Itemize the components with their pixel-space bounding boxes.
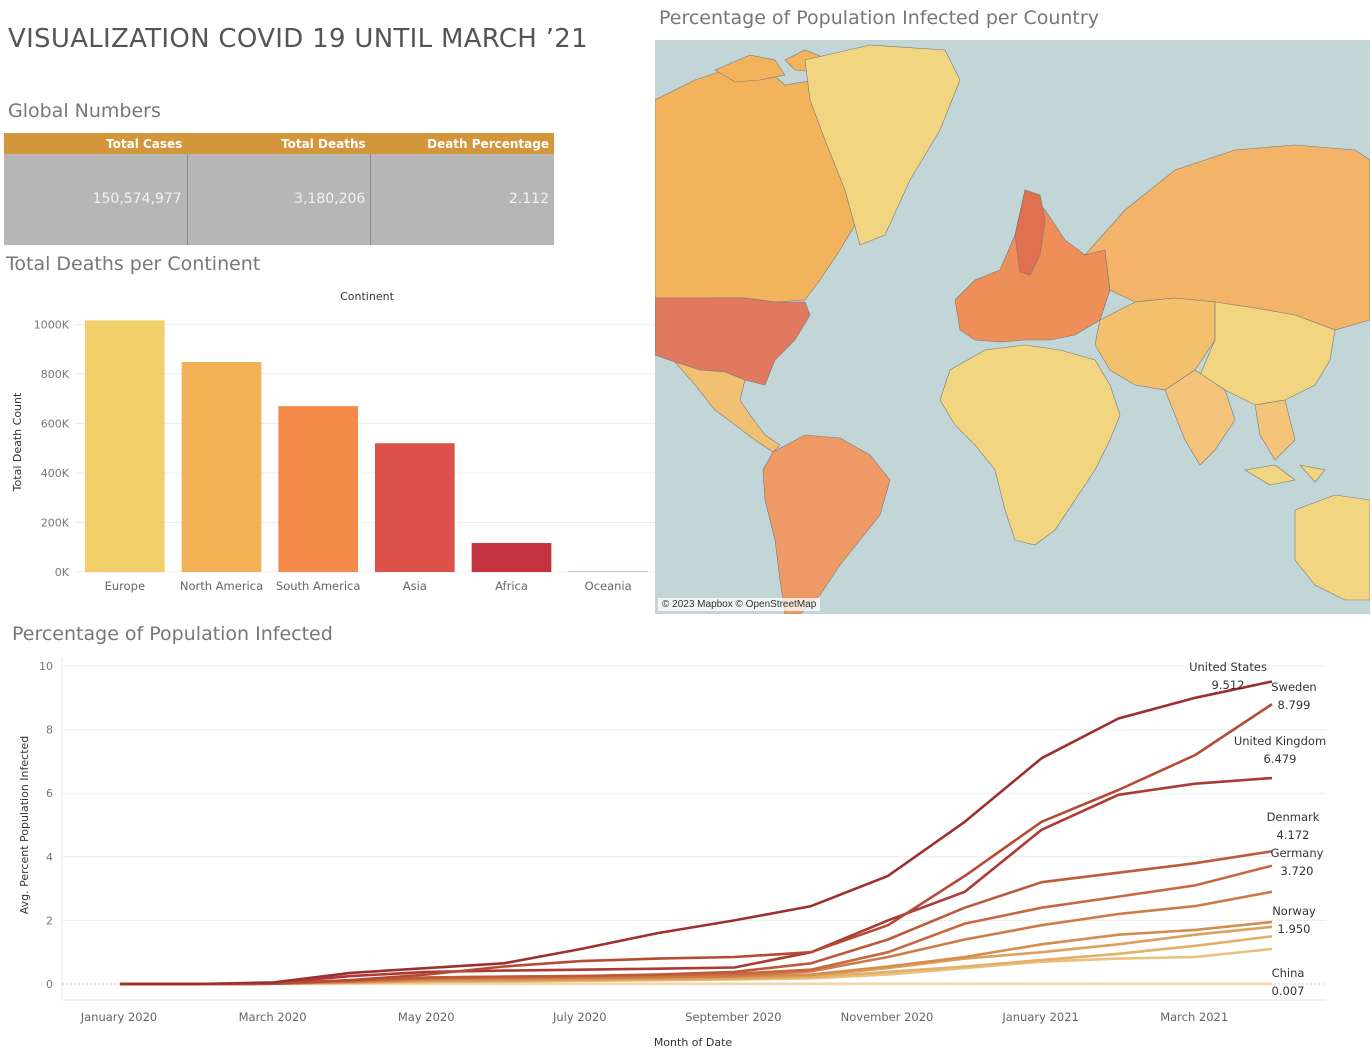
series-line-germany[interactable] — [120, 864, 1273, 986]
global-numbers-table: Total Cases Total Deaths Death Percentag… — [4, 133, 554, 245]
y-tick-label: 4 — [46, 851, 53, 864]
global-numbers-row: 150,574,977 3,180,206 2.112 — [4, 154, 554, 245]
series-label-sweden: Sweden — [1271, 680, 1316, 694]
series-line-sweden[interactable] — [120, 703, 1273, 986]
series-value-united-states: 9.512 — [1212, 678, 1245, 692]
x-tick-label: January 2021 — [1001, 1010, 1079, 1024]
x-tick-label: March 2020 — [239, 1010, 307, 1024]
y-tick-label: 6 — [46, 787, 53, 800]
bar-africa[interactable] — [471, 543, 552, 572]
series-value-sweden: 8.799 — [1278, 698, 1311, 712]
east-asia-region[interactable] — [1199, 301, 1336, 406]
value-total-deaths[interactable]: 3,180,206 — [188, 154, 372, 245]
x-tick-label: Africa — [495, 579, 528, 593]
x-tick-label: January 2020 — [80, 1010, 158, 1024]
mexico-central-america[interactable] — [674, 361, 781, 453]
africa-region[interactable] — [939, 344, 1121, 546]
series-label-germany: Germany — [1271, 846, 1324, 860]
series-value-germany: 3.720 — [1281, 864, 1314, 878]
south-asia-region[interactable] — [1164, 369, 1296, 466]
y-tick-label: 800K — [41, 368, 70, 381]
y-tick-label: 0K — [55, 566, 70, 579]
map-canvas[interactable] — [655, 40, 1370, 614]
map-title: Percentage of Population Infected per Co… — [659, 7, 1099, 29]
x-tick-label: South America — [276, 579, 361, 593]
x-tick-label: Europe — [105, 579, 145, 593]
series-label-united-kingdom: United Kingdom — [1234, 734, 1326, 748]
series-line-united-states[interactable] — [120, 680, 1273, 986]
y-tick-label: 8 — [46, 724, 53, 737]
series-label-norway: Norway — [1272, 904, 1316, 918]
global-numbers-header: Total Cases Total Deaths Death Percentag… — [4, 133, 554, 154]
south-america-region[interactable] — [762, 434, 891, 614]
indonesia-region[interactable] — [1244, 464, 1326, 486]
y-axis-label: Total Death Count — [11, 392, 24, 492]
x-axis-label: Month of Date — [654, 1036, 733, 1049]
global-numbers-title: Global Numbers — [8, 100, 161, 122]
series-value-china: 0.007 — [1272, 984, 1305, 998]
x-tick-label: May 2020 — [398, 1010, 455, 1024]
x-tick-label: March 2021 — [1160, 1010, 1228, 1024]
y-axis-label: Avg. Percent Population Infected — [18, 736, 31, 915]
series-value-denmark: 4.172 — [1277, 828, 1310, 842]
bar-south-america[interactable] — [278, 406, 358, 572]
value-total-cases[interactable]: 150,574,977 — [4, 154, 188, 245]
x-tick-label: North America — [180, 579, 263, 593]
x-tick-label: September 2020 — [685, 1010, 782, 1024]
dashboard-title: VISUALIZATION COVID 19 UNTIL MARCH ’21 — [8, 24, 588, 54]
series-value-norway: 1.950 — [1278, 922, 1311, 936]
series-label-china: China — [1272, 966, 1305, 980]
bar-europe[interactable] — [85, 320, 165, 572]
header-death-percentage[interactable]: Death Percentage — [427, 137, 549, 151]
series-line-united-kingdom[interactable] — [120, 776, 1273, 986]
continent-chart-title: Total Deaths per Continent — [6, 253, 261, 275]
y-tick-label: 10 — [39, 660, 53, 673]
header-total-deaths[interactable]: Total Deaths — [281, 137, 366, 151]
column-header-continent: Continent — [340, 290, 394, 303]
x-tick-label: July 2020 — [552, 1010, 607, 1024]
y-tick-label: 0 — [46, 978, 53, 991]
continent-deaths-bar-chart: Continent 0K 200K 400K 600K 800K 1000K Total De… — [11, 290, 655, 593]
header-total-cases[interactable]: Total Cases — [106, 137, 183, 151]
infection-line-chart: 0 2 4 6 8 10 January 2020 March 2020 May 2020 Jul… — [18, 658, 1326, 1049]
y-tick-label: 1000K — [34, 318, 70, 331]
x-tick-label: Asia — [403, 579, 427, 593]
y-tick-label: 400K — [41, 467, 70, 480]
greenland-region[interactable] — [804, 44, 961, 246]
series-value-united-kingdom: 6.479 — [1264, 752, 1297, 766]
bar-asia[interactable] — [375, 443, 455, 572]
scandinavia-region[interactable] — [1014, 189, 1046, 276]
y-tick-label: 600K — [41, 417, 70, 430]
australia-region[interactable] — [1294, 494, 1370, 601]
value-death-percentage[interactable]: 2.112 — [508, 191, 550, 207]
world-map[interactable]: © 2023 Mapbox © OpenStreetMap — [655, 40, 1370, 614]
series-label-denmark: Denmark — [1267, 810, 1320, 824]
usa-region[interactable] — [655, 297, 811, 386]
line-chart-title: Percentage of Population Infected — [12, 623, 333, 645]
series-label-united-states: United States — [1189, 660, 1267, 674]
russia-region[interactable] — [1084, 144, 1370, 331]
x-tick-label: November 2020 — [841, 1010, 934, 1024]
map-attribution[interactable]: © 2023 Mapbox © OpenStreetMap — [658, 598, 821, 611]
y-tick-label: 200K — [41, 516, 70, 529]
x-tick-label: Oceania — [585, 579, 632, 593]
y-tick-label: 2 — [46, 914, 53, 927]
bar-north-america[interactable] — [181, 362, 262, 572]
